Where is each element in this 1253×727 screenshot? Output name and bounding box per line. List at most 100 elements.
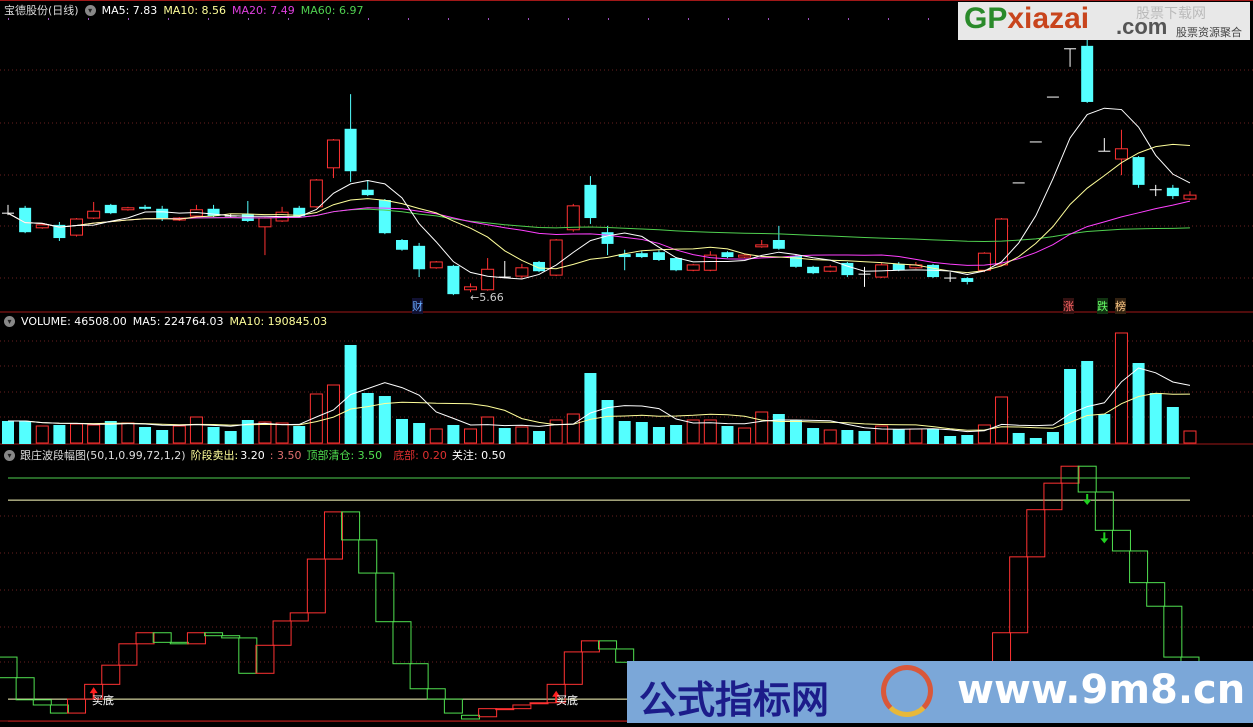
top-dot (8, 18, 9, 20)
finance-marker[interactable]: 财 (412, 298, 423, 314)
wave-box (67, 698, 87, 714)
candle-up (326, 139, 340, 169)
volume-bar (395, 418, 408, 444)
buy-bottom-label-1: 买底 (92, 694, 114, 707)
ma20-value: MA20: 7.49 (232, 3, 295, 17)
wave-box (323, 511, 343, 560)
candle-down (413, 245, 426, 270)
candle-up (995, 218, 1009, 266)
candle-down (344, 128, 357, 172)
volume-bar (53, 424, 66, 444)
candle-down (807, 266, 820, 274)
wave-box (1146, 582, 1166, 607)
volume-header: ▾ VOLUME: 46508.00 MA5: 224764.03 MA10: … (4, 315, 327, 328)
rise-marker[interactable]: 涨 (1063, 298, 1074, 314)
volume-bar (35, 425, 49, 444)
candle-up (87, 210, 101, 219)
wave-box (272, 620, 292, 646)
fall-marker[interactable]: 跌 (1097, 298, 1108, 314)
ma10-value: MA10: 8.56 (163, 3, 227, 17)
candle-up (1183, 194, 1197, 200)
stock-name: 宝德股份(日线) (4, 4, 79, 17)
volume-bar (326, 384, 340, 444)
candle-up (481, 268, 495, 291)
wave-box (152, 632, 172, 643)
candle-down (139, 206, 152, 209)
volume-bar (1149, 392, 1162, 444)
candle-down (447, 265, 460, 295)
wave-box (169, 641, 189, 645)
volume-bar (258, 421, 272, 444)
volume-bar (875, 425, 889, 444)
rank-marker[interactable]: 榜 (1115, 298, 1126, 314)
candle-up (515, 267, 529, 277)
volume-bar (944, 436, 957, 444)
candle-up (738, 254, 752, 258)
wm-top-text: 股票下载网 (1136, 6, 1206, 22)
candle-down (533, 261, 546, 272)
wave-box (255, 644, 275, 674)
wave-box (580, 640, 600, 653)
top-dot (48, 18, 49, 20)
gpxiazai-watermark: GPxiazai .com 股票下载网 股票资源聚合 (958, 2, 1250, 40)
candle-down (961, 278, 974, 282)
chevron-down-icon[interactable]: ▾ (4, 449, 15, 461)
wave-box (1111, 529, 1131, 552)
chevron-down-icon[interactable]: ▾ (4, 316, 15, 327)
candle-down (635, 253, 648, 258)
wm-sub-text: 股票资源聚合 (1176, 26, 1242, 39)
ma5-value: MA5: 7.83 (101, 3, 158, 17)
candle-down (618, 254, 631, 258)
candle-up (309, 179, 323, 208)
ma60-value: MA60: 6.97 (300, 3, 364, 17)
candle-up (549, 239, 563, 276)
wave-box (186, 632, 206, 645)
wave-box (135, 632, 155, 645)
wave-box (409, 663, 429, 690)
candle-down (772, 240, 785, 249)
volume-bar (618, 420, 631, 444)
sell-arrow-icon (1100, 532, 1109, 544)
candle-down (207, 208, 220, 217)
volume-bar (533, 431, 546, 444)
volume-ma5: MA5: 224764.03 (132, 315, 224, 328)
top-dot (648, 18, 649, 20)
ma5-line (7, 107, 1191, 280)
candle-down (293, 207, 306, 217)
top-dot (928, 18, 929, 20)
ma20-line (7, 200, 1191, 266)
volume-bar (207, 427, 220, 444)
wave-box (495, 708, 515, 711)
volume-bar (1046, 432, 1059, 444)
top-dot (488, 18, 489, 20)
top-dot (888, 18, 889, 20)
wave-box (1129, 550, 1149, 584)
volume-bar (977, 424, 991, 444)
volume-bar (652, 427, 665, 444)
top-dot (248, 18, 249, 20)
volume-bar (1081, 360, 1094, 444)
top-clear-label: 顶部清仓: 3.50 (306, 449, 383, 462)
volume-bar (1132, 363, 1145, 444)
volume-bar (189, 416, 203, 444)
wave-box (101, 664, 121, 685)
wave-box (615, 648, 635, 663)
candle-up (755, 244, 769, 248)
buy-bottom-label-2: 买底 (556, 694, 578, 707)
candle-up (70, 218, 84, 236)
wave-box (461, 714, 481, 720)
volume-ma10: MA10: 190845.03 (229, 315, 328, 328)
candle-up (258, 217, 272, 228)
candle-down (1132, 157, 1145, 185)
wm-com: .com (1116, 14, 1168, 39)
volume-bar (413, 423, 426, 444)
top-dot (808, 18, 809, 20)
chevron-down-icon[interactable]: ▾ (84, 4, 96, 16)
wave-box (392, 621, 412, 665)
top-dot (128, 18, 129, 20)
wave-box (118, 643, 138, 666)
volume-bar (841, 429, 854, 444)
volume-bar (224, 431, 237, 444)
volume-bar (447, 424, 460, 444)
